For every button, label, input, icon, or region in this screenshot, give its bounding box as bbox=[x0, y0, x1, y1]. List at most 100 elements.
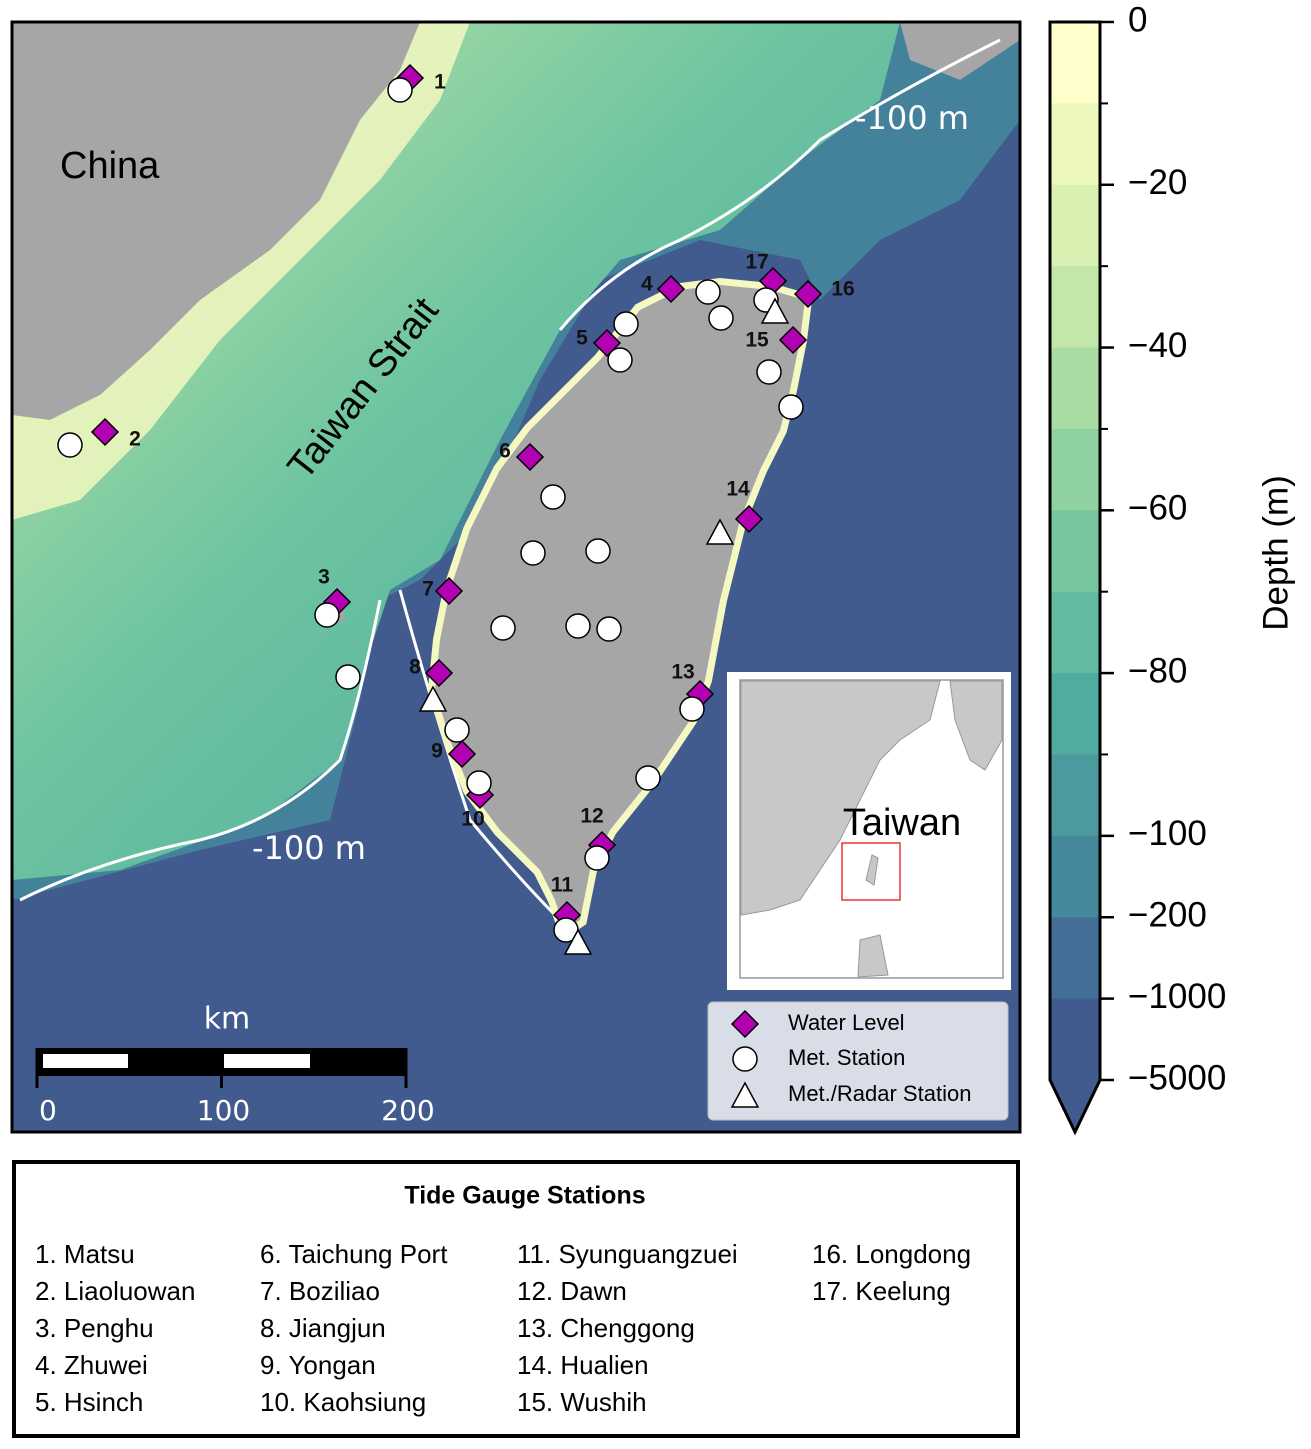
met-station-marker bbox=[695, 279, 721, 305]
legend-label: Met./Radar Station bbox=[788, 1081, 971, 1106]
met-station-marker bbox=[520, 540, 546, 566]
colorbar-tick-label: −200 bbox=[1128, 895, 1207, 934]
inset-highlight bbox=[841, 842, 901, 901]
station-number: 12 bbox=[580, 805, 603, 828]
met-station-marker bbox=[387, 77, 413, 103]
colorbar-band bbox=[1050, 266, 1100, 349]
station-list-entry: 9. Yongan bbox=[260, 1350, 376, 1380]
colorbar-band bbox=[1050, 184, 1100, 267]
water-level-marker bbox=[515, 442, 545, 472]
colorbar-tick-label: 0 bbox=[1128, 0, 1147, 39]
radar-station-marker bbox=[760, 297, 790, 324]
station-number: 1 bbox=[434, 71, 446, 94]
station-number: 11 bbox=[551, 874, 574, 897]
place-label: China bbox=[60, 145, 160, 187]
inset-map: Taiwan bbox=[727, 672, 1011, 990]
radar-station-marker bbox=[705, 518, 735, 545]
colorbar-tick-label: −40 bbox=[1128, 326, 1187, 365]
scale-tick-label: 200 bbox=[381, 1094, 434, 1127]
colorbar-label: Depth (m) bbox=[1256, 475, 1295, 631]
station-number: 5 bbox=[576, 327, 588, 350]
scale-tick-label: 100 bbox=[197, 1094, 250, 1127]
met-station-marker bbox=[466, 770, 492, 796]
met-station-marker bbox=[490, 615, 516, 641]
colorbar-band bbox=[1050, 103, 1100, 186]
station-list-entry: 7. Boziliao bbox=[260, 1276, 380, 1306]
station-list-title: Tide Gauge Stations bbox=[404, 1182, 645, 1210]
colorbar-tick-label: −20 bbox=[1128, 163, 1187, 202]
inset-land bbox=[865, 854, 879, 886]
radar-station-marker bbox=[418, 685, 448, 712]
colorbar-tick-label: −1000 bbox=[1128, 977, 1226, 1016]
met-station-marker bbox=[585, 538, 611, 564]
colorbar-band bbox=[1050, 347, 1100, 430]
legend-box bbox=[707, 1001, 1009, 1121]
station-number: 3 bbox=[318, 566, 330, 589]
station-list-entry: 6. Taichung Port bbox=[260, 1239, 448, 1269]
colorbar-band bbox=[1050, 998, 1100, 1081]
station-number: 9 bbox=[431, 740, 443, 763]
inset-land bbox=[740, 680, 941, 916]
inset-label: Taiwan bbox=[843, 802, 961, 844]
station-number: 15 bbox=[745, 329, 769, 352]
colorbar-tick-label: −80 bbox=[1128, 651, 1187, 690]
legend-label: Met. Station bbox=[788, 1045, 905, 1070]
met-station-marker bbox=[708, 305, 734, 331]
inset-land bbox=[857, 934, 889, 978]
colorbar-band bbox=[1050, 754, 1100, 837]
colorbar-band bbox=[1050, 22, 1100, 104]
colorbar-band bbox=[1050, 591, 1100, 674]
inset-land bbox=[949, 680, 1003, 771]
map-frame bbox=[10, 20, 1022, 1134]
station-number: 6 bbox=[499, 440, 511, 463]
met-station-marker bbox=[335, 664, 361, 690]
land bbox=[900, 22, 1020, 80]
met-station-marker bbox=[596, 616, 622, 642]
station-number: 16 bbox=[831, 278, 854, 301]
water-level-marker bbox=[734, 504, 764, 534]
colorbar-band bbox=[1050, 510, 1100, 593]
scale-tick-label: 0 bbox=[39, 1094, 57, 1127]
met-station-marker bbox=[444, 717, 470, 743]
radar-station-marker bbox=[563, 928, 593, 955]
station-list-entry: 2. Liaoluowan bbox=[35, 1276, 195, 1306]
legend-label: Water Level bbox=[788, 1010, 905, 1035]
scale-unit: km bbox=[204, 1002, 251, 1037]
legend-triangle bbox=[730, 1081, 760, 1108]
station-number: 4 bbox=[641, 273, 653, 296]
station-number: 10 bbox=[461, 808, 484, 831]
station-list-entry: 1. Matsu bbox=[35, 1239, 135, 1269]
colorbar-tick-label: −100 bbox=[1128, 814, 1207, 853]
scale-bar-segment bbox=[224, 1054, 310, 1068]
met-station-marker bbox=[57, 432, 83, 458]
station-list-entry: 13. Chenggong bbox=[517, 1313, 695, 1343]
station-list-entry: 10. Kaohsiung bbox=[260, 1387, 426, 1417]
met-station-marker bbox=[679, 696, 705, 722]
colorbar-band bbox=[1050, 917, 1100, 1000]
station-list-entry: 12. Dawn bbox=[517, 1276, 627, 1306]
station-list-entry: 8. Jiangjun bbox=[260, 1313, 386, 1343]
station-number: 2 bbox=[129, 428, 141, 451]
station-list-entry: 17. Keelung bbox=[812, 1276, 951, 1306]
met-station-marker bbox=[635, 765, 661, 791]
water-level-marker bbox=[656, 274, 686, 304]
station-list-entry: 14. Hualien bbox=[517, 1350, 649, 1380]
station-number: 14 bbox=[726, 478, 750, 501]
met-station-marker bbox=[314, 602, 340, 628]
station-list-entry: 15. Wushih bbox=[517, 1387, 647, 1417]
water-level-marker bbox=[434, 576, 464, 606]
colorbar-band bbox=[1050, 835, 1100, 918]
water-level-marker bbox=[793, 279, 823, 309]
station-list-entry: 16. Longdong bbox=[812, 1239, 971, 1269]
contour-line bbox=[19, 589, 562, 922]
colorbar-band bbox=[1050, 673, 1100, 755]
water-level-marker bbox=[90, 417, 120, 447]
contour-label: -100 m bbox=[855, 99, 969, 137]
met-station-marker bbox=[613, 311, 639, 337]
station-number: 7 bbox=[422, 578, 434, 601]
water-level-marker bbox=[778, 325, 808, 355]
met-station-marker bbox=[584, 845, 610, 871]
colorbar-tick-label: −5000 bbox=[1128, 1058, 1226, 1097]
water-level-marker bbox=[447, 739, 477, 769]
